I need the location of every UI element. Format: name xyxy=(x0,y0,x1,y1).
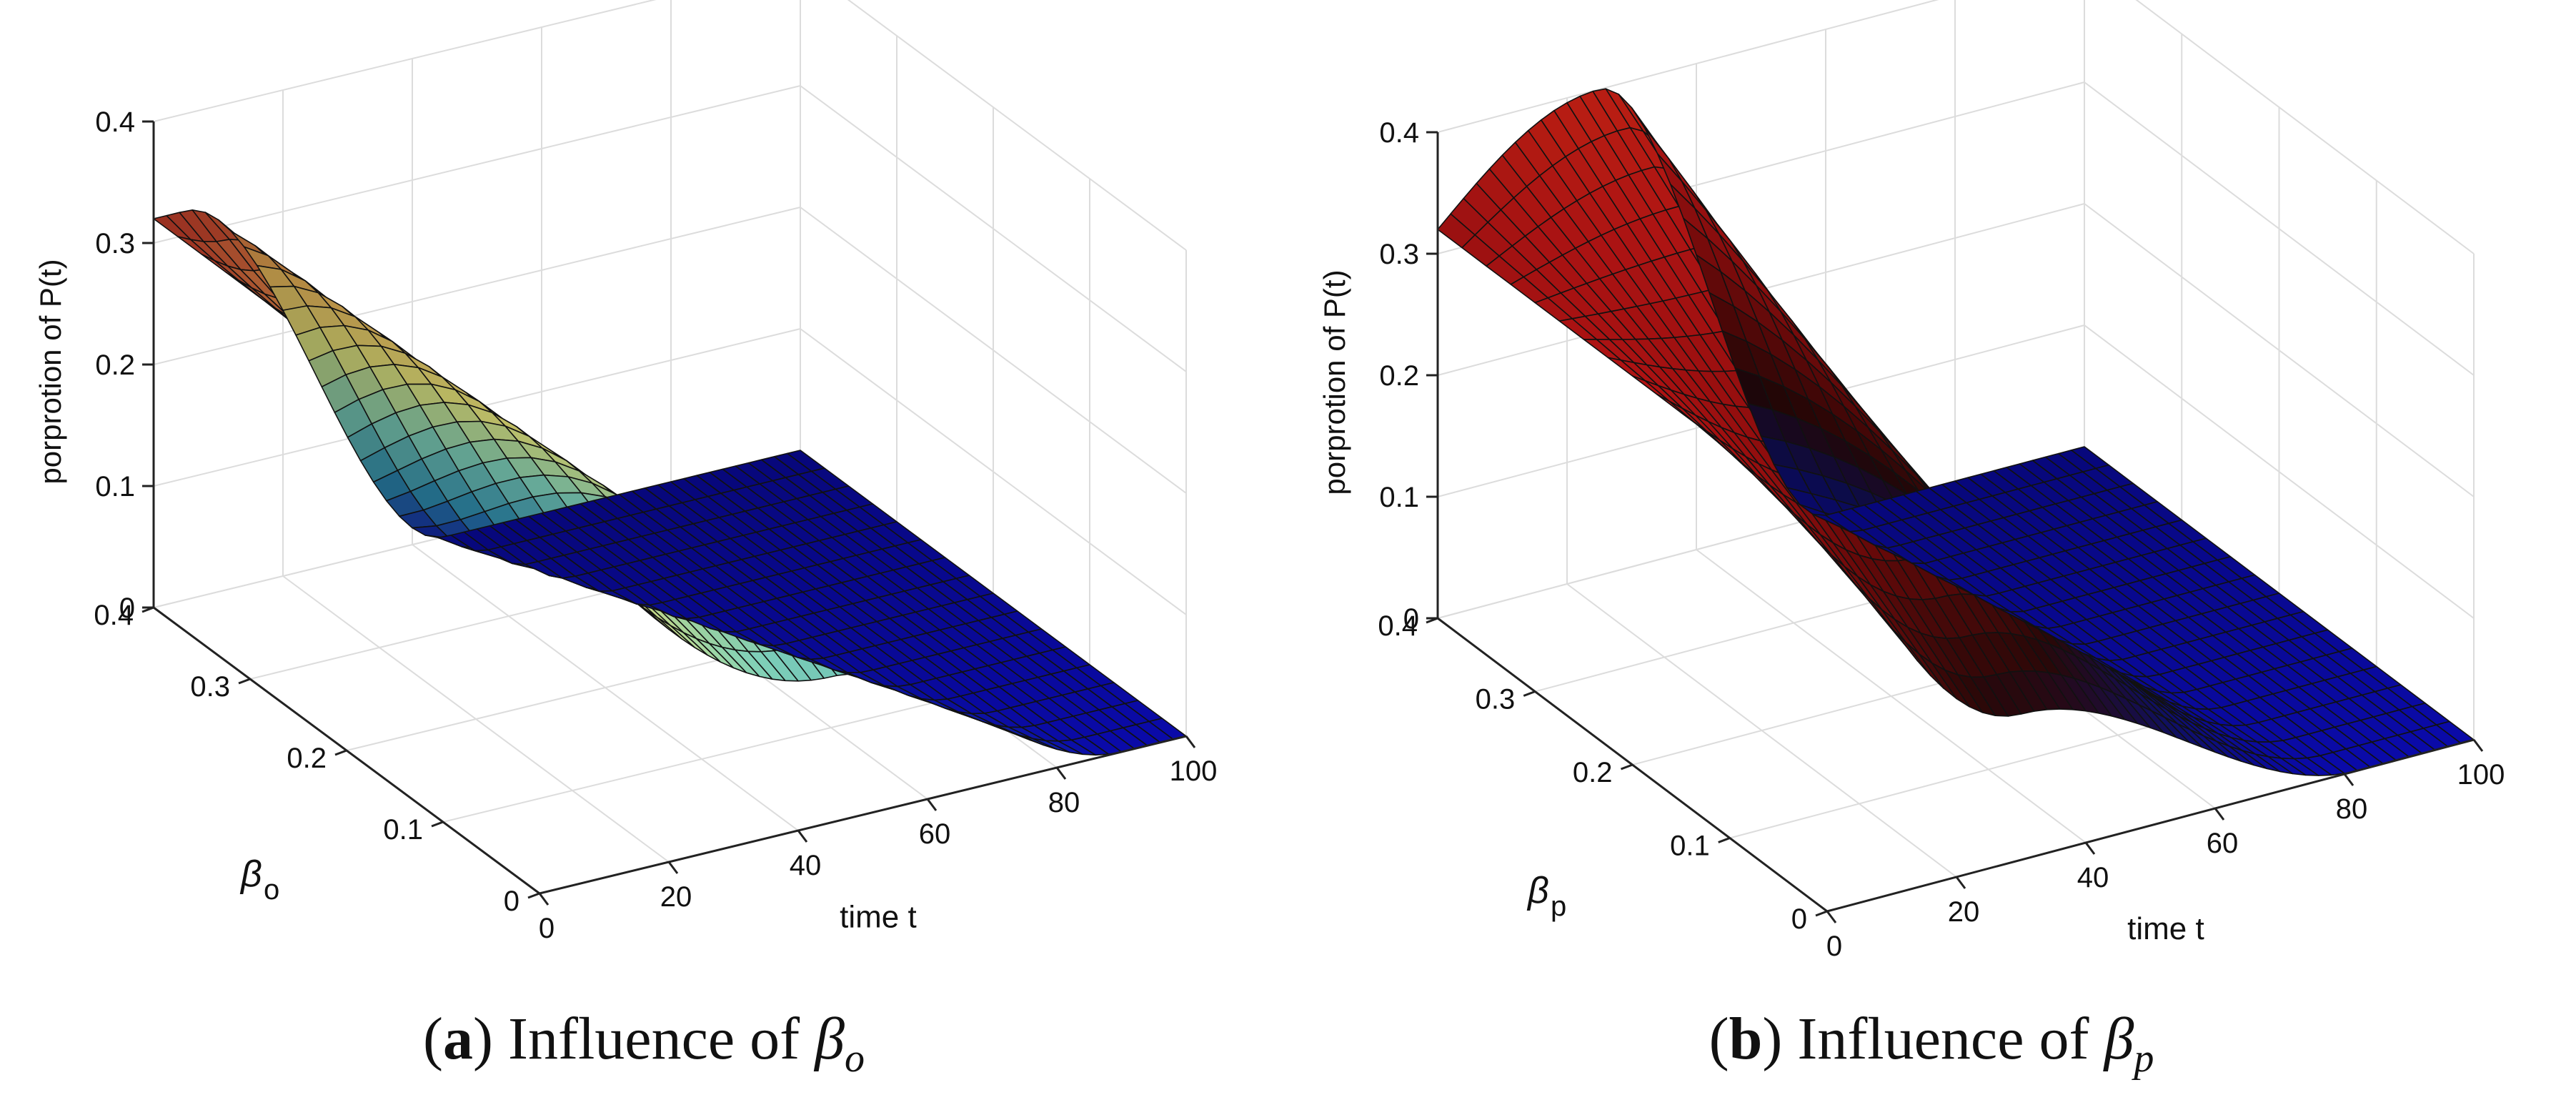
x-tick-label: 20 xyxy=(1948,896,1980,928)
x-tick-mark xyxy=(2214,808,2225,821)
y-tick-label: 0.4 xyxy=(94,600,134,631)
y-tick-label: 0 xyxy=(504,886,519,917)
panel-b: 0 20 40 60 80 100 0 0.1 0.2 0.3 0.4 0 0.1 0.2 0.3 0.4 ti… xyxy=(1288,0,2575,1110)
back-wall-grid-line-z xyxy=(153,0,657,122)
surface-plot-b: 02040608010000.10.20.30.400.10.20.30.4ti… xyxy=(1318,0,2505,962)
side-wall-grid-line-z xyxy=(2084,203,2475,497)
z-tick-label: 0 xyxy=(119,593,135,624)
caption-b-tag: b xyxy=(1729,1006,1763,1072)
x-tick-mark xyxy=(1826,911,1837,923)
x-tick-mark xyxy=(2343,773,2354,786)
y-axis-title: β xyxy=(239,853,262,895)
caption-a-symbol: β xyxy=(815,1006,845,1072)
x-tick-mark xyxy=(797,830,808,843)
y-axis-title: β xyxy=(1526,870,1549,911)
y-tick-mark xyxy=(334,749,347,756)
y-axis-title-sub: o xyxy=(264,874,279,906)
side-wall-grid-line-z xyxy=(800,207,1187,494)
caption-b-symbol: β xyxy=(2104,1006,2134,1072)
back-wall-grid-line-z xyxy=(1437,0,1939,133)
z-tick-label: 0.4 xyxy=(1379,117,1419,149)
surface-mesh xyxy=(1437,88,2475,776)
caption-a-tag: a xyxy=(443,1006,474,1072)
x-tick-mark xyxy=(2472,739,2484,752)
y-tick-label: 0.3 xyxy=(1476,684,1516,715)
y-tick-label: 0.2 xyxy=(1573,757,1613,788)
y-tick-label: 0.3 xyxy=(190,671,230,703)
y-tick-label: 0.1 xyxy=(1670,831,1710,862)
z-tick-label: 0.2 xyxy=(95,350,135,381)
y-tick-label: 0.2 xyxy=(287,743,327,774)
back-wall-grid-line-z xyxy=(153,85,801,244)
y-tick-mark xyxy=(527,892,540,899)
x-tick-mark xyxy=(926,798,938,811)
side-wall-grid-line-z xyxy=(847,0,1187,251)
x-tick-label: 0 xyxy=(539,913,555,944)
caption-a-sub: o xyxy=(844,1036,865,1081)
x-tick-label: 20 xyxy=(660,881,692,913)
z-tick-label: 0 xyxy=(1403,603,1419,635)
x-tick-mark xyxy=(1055,767,1067,780)
x-axis-title: time t xyxy=(840,900,917,935)
x-tick-label: 60 xyxy=(919,818,951,850)
x-tick-label: 100 xyxy=(2457,759,2505,791)
z-tick-label: 0.1 xyxy=(95,471,135,502)
x-tick-label: 40 xyxy=(790,850,822,881)
z-tick-label: 0.4 xyxy=(95,106,135,138)
y-tick-mark xyxy=(1815,910,1828,917)
x-tick-label: 100 xyxy=(1170,755,1218,787)
z-tick-label: 0.3 xyxy=(1379,239,1419,270)
side-wall-grid-line-z xyxy=(2084,324,2475,619)
side-wall-grid-line-z xyxy=(800,85,1187,372)
back-wall-grid-line-z xyxy=(153,207,801,365)
x-tick-mark xyxy=(667,861,679,874)
x-tick-label: 80 xyxy=(2336,793,2368,825)
x-tick-label: 60 xyxy=(2207,828,2239,859)
x-axis-title: time t xyxy=(2127,911,2204,946)
y-tick-mark xyxy=(1620,763,1633,770)
y-tick-label: 0 xyxy=(1791,903,1807,935)
x-tick-mark xyxy=(538,893,549,906)
x-axis-line xyxy=(539,735,1187,895)
z-axis-title: porprotion of P(t) xyxy=(1318,269,1351,495)
caption-b-text: Influence of xyxy=(1797,1006,2089,1072)
side-wall-grid-line-z xyxy=(2135,0,2475,254)
x-axis-line xyxy=(1826,738,2475,913)
caption-a: (a) Influence of βo xyxy=(423,1006,865,1081)
caption-b: (b) Influence of βp xyxy=(1709,1006,2154,1081)
y-tick-label: 0.1 xyxy=(383,814,423,846)
x-tick-label: 40 xyxy=(2077,862,2109,893)
caption-a-text: Influence of xyxy=(508,1006,800,1072)
x-tick-mark xyxy=(2084,842,2096,855)
side-wall-grid-line-z xyxy=(800,328,1187,615)
y-tick-mark xyxy=(1718,837,1731,843)
z-tick-label: 0.2 xyxy=(1379,360,1419,392)
y-axis-title-sub: p xyxy=(1551,891,1566,922)
surface-plot-a: 02040608010000.10.20.30.400.10.20.30.4ti… xyxy=(34,0,1217,944)
y-tick-mark xyxy=(238,678,251,685)
caption-b-sub: p xyxy=(2134,1036,2154,1081)
z-tick-label: 0.3 xyxy=(95,228,135,259)
y-tick-label: 0.4 xyxy=(1378,610,1418,642)
x-tick-label: 0 xyxy=(1826,931,1842,962)
y-tick-mark xyxy=(1523,690,1536,697)
z-axis-title: porprotion of P(t) xyxy=(34,259,67,484)
y-tick-mark xyxy=(431,821,444,828)
x-tick-mark xyxy=(1185,735,1196,748)
side-wall-grid-line-z xyxy=(2084,81,2475,376)
z-tick-label: 0.1 xyxy=(1379,482,1419,513)
x-tick-mark xyxy=(1955,876,1966,889)
surface-mesh xyxy=(153,209,1187,756)
x-tick-label: 80 xyxy=(1048,787,1080,818)
panel-a: 0 20 40 60 80 100 0 0.1 0.2 0.3 0.4 0 0.1 0.2 0.3 0.4 ti… xyxy=(34,0,1217,1081)
